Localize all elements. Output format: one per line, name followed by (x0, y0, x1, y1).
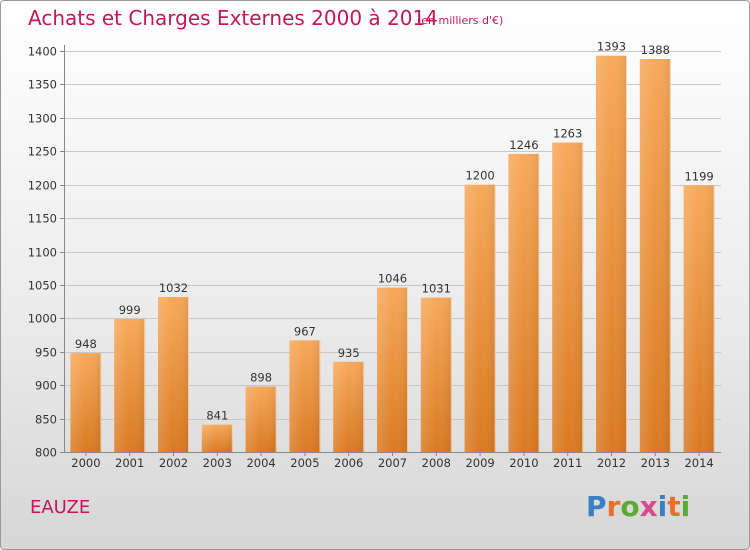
data-label: 1200 (465, 169, 494, 183)
data-label: 935 (338, 346, 360, 360)
logo-letter: o (620, 490, 640, 523)
bar-shade (289, 340, 321, 452)
data-label: 1031 (422, 282, 451, 296)
data-label: 1199 (684, 169, 713, 183)
x-tick-label: 2012 (597, 456, 626, 470)
logo-letter: i (680, 490, 691, 523)
logo-letter: t (667, 490, 681, 523)
y-tick-label: 800 (35, 446, 57, 460)
data-label: 1046 (378, 272, 407, 286)
y-tick-label: 1300 (28, 112, 57, 126)
y-tick-label: 1350 (28, 78, 57, 92)
bar-shade (377, 287, 408, 452)
proxiti-logo[interactable]: Proxiti (586, 490, 690, 523)
logo-letter: x (639, 490, 658, 523)
y-tick-label: 1400 (28, 45, 57, 59)
data-label: 1388 (641, 43, 670, 57)
chart-subtitle: (en milliers d'€) (417, 14, 504, 27)
y-tick-label: 850 (35, 413, 57, 427)
x-tick-label: 2009 (465, 456, 494, 470)
data-label: 948 (75, 337, 97, 351)
y-tick-label: 1000 (28, 312, 57, 326)
chart-title: Achats et Charges Externes 2000 à 2014 (28, 6, 438, 30)
x-axis: 2000 2001 2002 2003 2004 2005 2006 2007 2008 2009… (64, 452, 721, 470)
data-label: 1032 (159, 281, 188, 295)
x-tick-label: 2001 (115, 456, 144, 470)
y-tick-label: 1250 (28, 145, 57, 159)
data-label: 841 (206, 409, 228, 423)
bars: 948 999 1032 841 898 967 935 1046 1031 1200 1246 12… (70, 40, 715, 453)
x-tick-label: 2000 (71, 456, 100, 470)
y-tick-label: 1050 (28, 279, 57, 293)
x-tick-label: 2011 (553, 456, 582, 470)
y-tick-label: 1150 (28, 212, 57, 226)
y-tick-label: 1200 (28, 179, 57, 193)
x-tick-label: 2007 (378, 456, 407, 470)
x-tick-label: 2010 (509, 456, 538, 470)
bar-shade (245, 386, 277, 452)
data-label: 999 (119, 303, 141, 317)
bar-shade (333, 361, 365, 452)
data-label: 1263 (553, 127, 582, 141)
logo-letter: r (606, 490, 621, 523)
y-axis: 800 850 900 950 1000 1050 1100 1150 1200 1250 1300… (28, 45, 65, 460)
bar-shade (464, 184, 496, 452)
data-label: 967 (294, 324, 316, 338)
bar-shade (114, 319, 146, 452)
bar-shade (639, 59, 671, 453)
bar-shade (683, 185, 715, 452)
x-tick-label: 2005 (290, 456, 319, 470)
y-tick-label: 900 (35, 379, 57, 393)
bar-shade (596, 55, 627, 452)
x-tick-label: 2006 (334, 456, 363, 470)
logo-letter: i (657, 490, 668, 523)
x-tick-label: 2002 (159, 456, 188, 470)
bar-shade (552, 142, 584, 453)
x-tick-label: 2008 (422, 456, 451, 470)
y-tick-label: 1100 (28, 246, 57, 260)
data-label: 1393 (597, 40, 626, 54)
bar-shade (70, 353, 102, 452)
x-tick-label: 2004 (246, 456, 275, 470)
x-tick-label: 2014 (684, 456, 713, 470)
commune-name: EAUZE (30, 497, 91, 518)
bar-shade (201, 424, 233, 452)
bar-shade (420, 297, 452, 452)
bar-shade (158, 296, 189, 452)
bar-shade (508, 153, 540, 452)
data-label: 1246 (509, 138, 538, 152)
x-tick-label: 2003 (203, 456, 232, 470)
logo-letter: P (586, 490, 607, 523)
x-tick-label: 2013 (641, 456, 670, 470)
y-tick-label: 950 (35, 346, 57, 360)
data-label: 898 (250, 371, 272, 385)
